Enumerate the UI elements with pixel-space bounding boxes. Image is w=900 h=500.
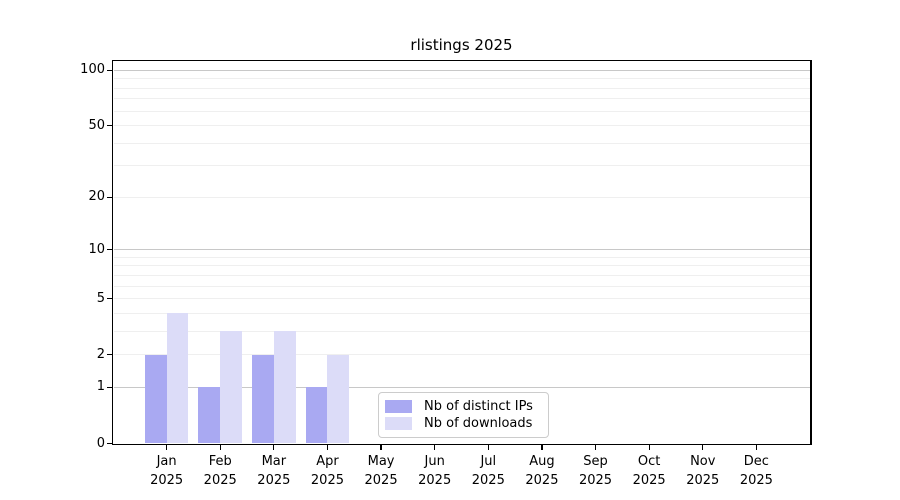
gridline-minor (113, 354, 810, 356)
x-tick-label: Apr 2025 (310, 453, 344, 488)
gridline-minor (113, 256, 810, 258)
y-tick-label: 20 (88, 189, 105, 205)
bar-distinct-ips (252, 354, 274, 444)
spine-bottom (112, 443, 812, 445)
y-tick-label: 5 (96, 290, 105, 306)
x-tick-label: Feb 2025 (203, 453, 237, 488)
gridline-minor (113, 330, 810, 332)
gridline-major (113, 249, 810, 251)
legend-label-downloads: Nb of downloads (424, 415, 533, 431)
gridline-minor (113, 165, 810, 167)
y-tickmark (107, 125, 112, 127)
gridline-minor (113, 265, 810, 267)
gridline-minor (113, 196, 810, 198)
x-tickmark (434, 445, 436, 450)
y-tick-label: 0 (96, 435, 105, 451)
y-tickmark (107, 354, 112, 356)
x-tick-label: Jan 2025 (150, 453, 184, 488)
legend: Nb of distinct IPs Nb of downloads (378, 392, 549, 438)
x-tickmark (541, 445, 543, 450)
bar-downloads (220, 331, 243, 444)
x-tick-label: Jul 2025 (471, 453, 505, 488)
gridline-minor (113, 298, 810, 300)
legend-item-downloads: Nb of downloads (385, 416, 542, 431)
y-tick-label: 50 (88, 117, 105, 133)
x-tick-label: Nov 2025 (686, 453, 720, 488)
spine-left (111, 59, 113, 445)
y-tickmark (107, 386, 112, 389)
spine-right (810, 59, 812, 445)
y-tick-label: 2 (96, 346, 105, 362)
y-tick-label: 100 (80, 62, 105, 78)
y-tick-label: 1 (96, 379, 105, 395)
legend-label-distinct-ips: Nb of distinct IPs (424, 398, 533, 414)
gridline-minor (113, 110, 810, 112)
gridline-major (113, 69, 810, 71)
x-tickmark (273, 445, 275, 450)
x-tickmark (166, 445, 168, 450)
gridline-minor (113, 98, 810, 100)
x-tick-label: Dec 2025 (739, 453, 773, 488)
gridline-minor (113, 125, 810, 127)
y-tickmark (107, 196, 112, 198)
x-tick-label: Oct 2025 (632, 453, 666, 488)
chart-title: rlistings 2025 (410, 36, 513, 54)
bar-distinct-ips (198, 387, 221, 444)
x-tickmark (487, 445, 489, 450)
gridline-minor (113, 78, 810, 80)
gridline-minor (113, 274, 810, 276)
x-tickmark (380, 445, 382, 450)
y-tickmark (107, 442, 112, 445)
y-tickmark (107, 298, 112, 300)
x-tickmark (648, 445, 650, 450)
legend-swatch-distinct-ips (385, 400, 412, 413)
legend-item-distinct-ips: Nb of distinct IPs (385, 399, 542, 414)
gridline-minor (113, 142, 810, 144)
bar-downloads (166, 313, 189, 444)
x-tickmark (702, 445, 704, 450)
gridline-major (113, 386, 810, 389)
legend-swatch-downloads (385, 417, 412, 430)
spine-top (112, 59, 812, 61)
bar-distinct-ips (305, 387, 328, 444)
x-tickmark (326, 445, 329, 450)
bar-distinct-ips (144, 354, 167, 444)
bar-downloads (273, 331, 296, 444)
x-tick-label: Jun 2025 (418, 453, 452, 488)
x-tickmark (755, 445, 757, 450)
gridline-minor (113, 312, 810, 314)
bar-downloads (327, 354, 350, 444)
x-tick-label: Sep 2025 (578, 453, 613, 488)
x-tickmark (219, 445, 221, 450)
x-tick-label: Mar 2025 (257, 453, 291, 488)
gridline-minor (113, 87, 810, 89)
y-tickmark (107, 69, 112, 71)
y-tickmark (107, 249, 112, 251)
y-tick-label: 10 (88, 241, 105, 257)
gridline-minor (113, 285, 810, 287)
x-tick-label: May 2025 (364, 453, 398, 488)
x-tick-label: Aug 2025 (525, 453, 559, 488)
x-tickmark (594, 445, 597, 450)
